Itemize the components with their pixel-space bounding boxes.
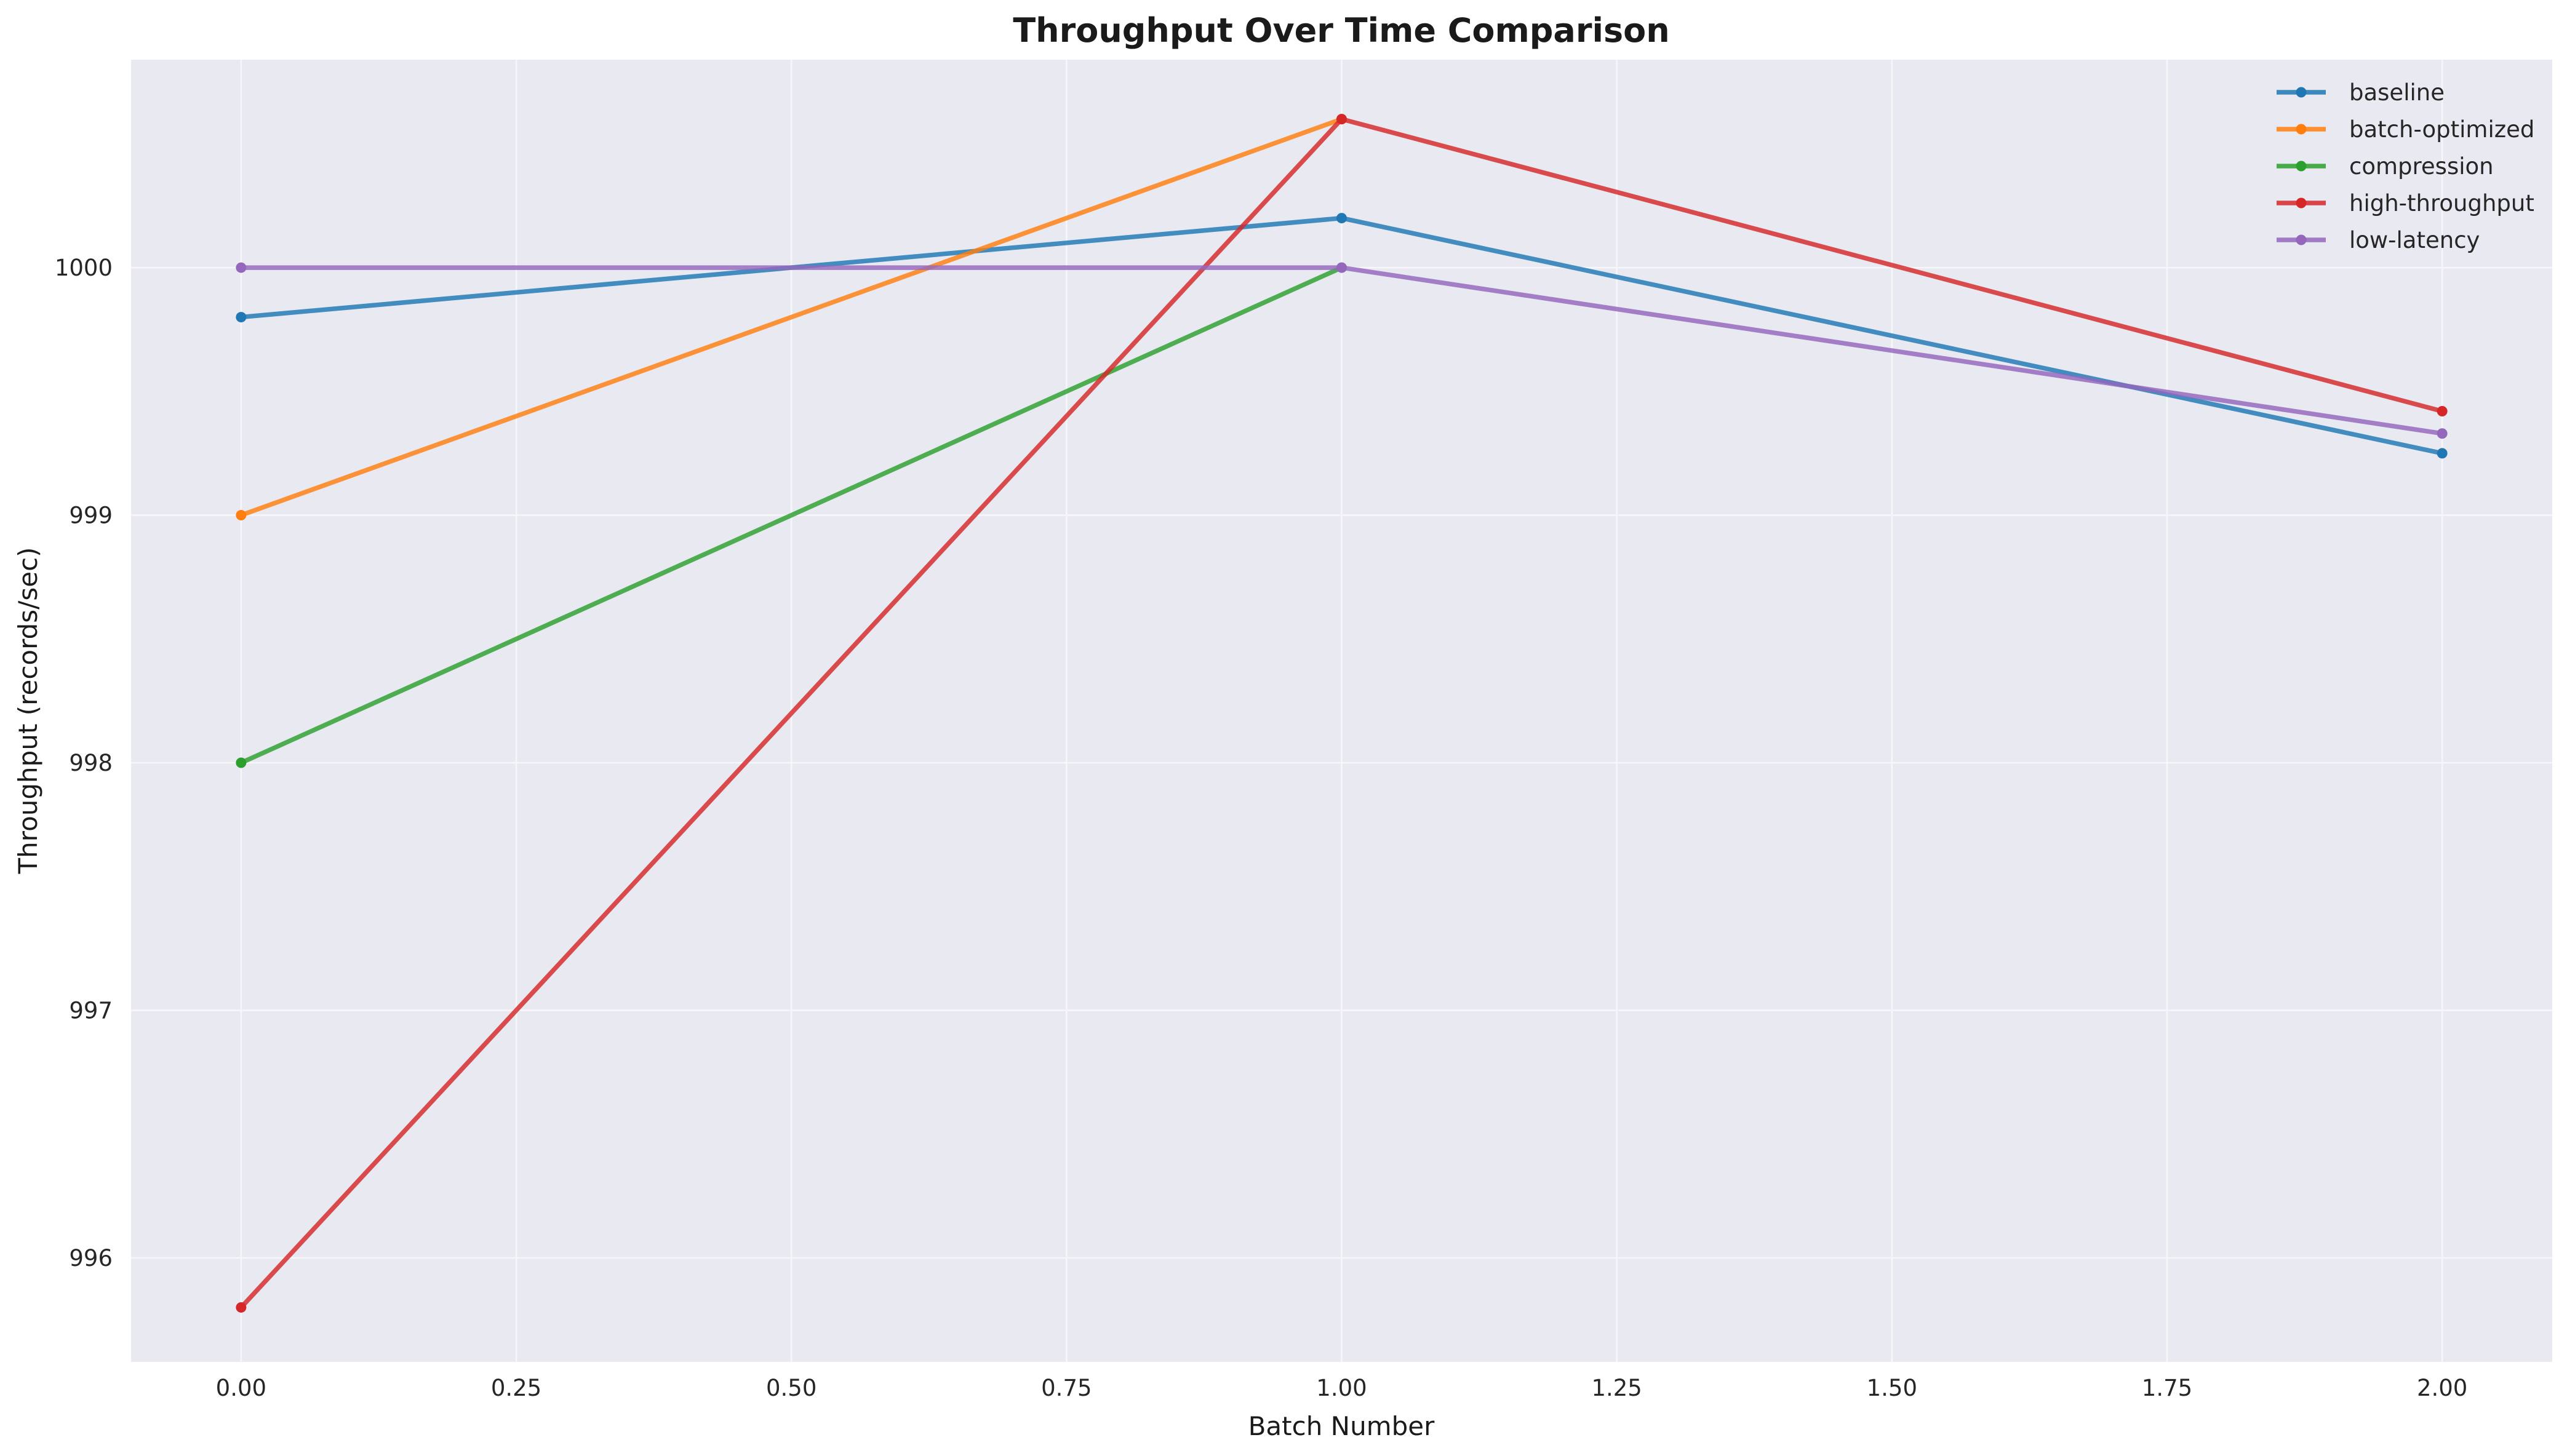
legend-item-batch-optimized: batch-optimized <box>2277 116 2534 143</box>
data-point-high-throughput <box>2437 406 2448 417</box>
x-tick-label: 1.75 <box>2142 1375 2192 1401</box>
data-point-high-throughput <box>236 1302 247 1313</box>
series-line-compression <box>239 265 1344 765</box>
data-point-batch-optimized <box>236 510 247 521</box>
legend-label: baseline <box>2349 79 2445 106</box>
legend-marker <box>2296 124 2307 135</box>
legend-label: low-latency <box>2349 227 2480 253</box>
legend: baseline batch-optimized compression high-t… <box>2277 79 2534 253</box>
data-point-baseline <box>1336 213 1347 224</box>
legend-label: compression <box>2349 153 2494 180</box>
legend-item-low-latency: low-latency <box>2277 227 2480 253</box>
x-tick-label: 1.00 <box>1316 1375 1367 1401</box>
legend-item-high-throughput: high-throughput <box>2277 190 2534 217</box>
legend-marker <box>2296 197 2307 209</box>
legend-marker <box>2296 234 2307 245</box>
legend-label: batch-optimized <box>2349 116 2534 143</box>
legend-marker <box>2296 87 2307 98</box>
x-tick-label: 0.00 <box>216 1375 266 1401</box>
series-low-latency <box>236 262 2448 439</box>
data-point-low-latency <box>1336 262 1347 273</box>
chart-title: Throughput Over Time Comparison <box>1013 11 1669 50</box>
x-tick-label: 2.00 <box>2417 1375 2467 1401</box>
x-tick-label: 0.50 <box>766 1375 816 1401</box>
legend-item-compression: compression <box>2277 153 2494 180</box>
series-baseline <box>236 213 2448 459</box>
data-point-baseline <box>2437 448 2448 459</box>
legend-item-baseline: baseline <box>2277 79 2445 106</box>
data-point-high-throughput <box>1336 114 1347 125</box>
x-tick-label: 0.25 <box>491 1375 541 1401</box>
series-high-throughput <box>236 114 2448 1313</box>
series-line-batch-optimized <box>239 116 1344 518</box>
x-tick-label: 0.75 <box>1041 1375 1092 1401</box>
y-tick-label: 998 <box>69 750 113 776</box>
y-tick-label: 999 <box>69 503 113 529</box>
data-point-low-latency <box>2437 428 2448 439</box>
data-point-low-latency <box>236 262 247 273</box>
y-tick-label: 996 <box>69 1245 113 1271</box>
y-tick-label: 997 <box>69 997 113 1024</box>
legend-label: high-throughput <box>2349 190 2534 217</box>
x-axis-label: Batch Number <box>1248 1411 1435 1441</box>
series-lines <box>236 114 2448 1313</box>
x-tick-label: 1.25 <box>1591 1375 1642 1401</box>
x-tick-label: 1.50 <box>1867 1375 1917 1401</box>
y-axis-label: Throughput (records/sec) <box>13 547 43 874</box>
tick-labels: 0.00 0.25 0.50 0.75 1.00 1.25 1.50 1.75 2.00 996 9… <box>55 255 2468 1401</box>
data-point-baseline <box>236 312 247 323</box>
data-point-compression <box>236 757 247 768</box>
y-tick-label: 1000 <box>55 255 113 281</box>
legend-marker <box>2296 161 2307 172</box>
